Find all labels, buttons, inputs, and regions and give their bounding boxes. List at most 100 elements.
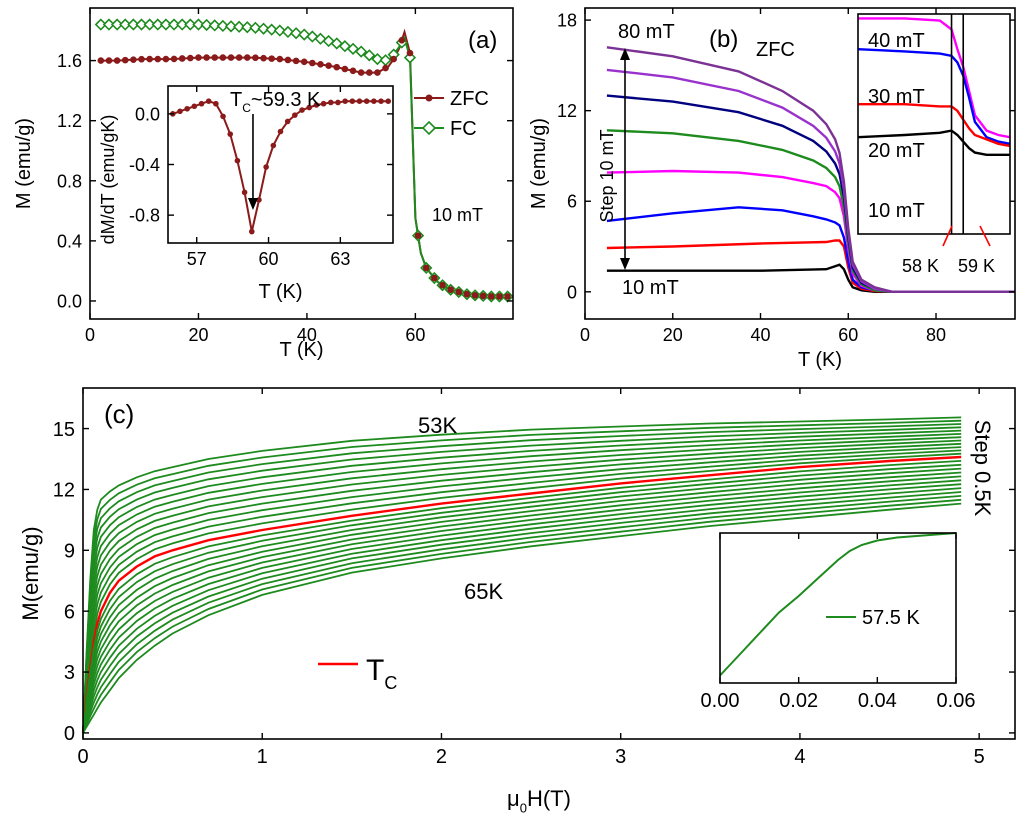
- fc-marker: [135, 18, 148, 31]
- zfc-marker: [398, 37, 406, 44]
- a-ytick-label: 0.0: [57, 291, 82, 311]
- fc-marker: [338, 40, 352, 53]
- zfc-marker: [447, 286, 454, 294]
- isotherm-57.5K: [82, 446, 962, 733]
- fc-marker: [184, 18, 197, 31]
- isotherm-58.5K: [82, 452, 962, 733]
- inset-a-marker: [248, 228, 255, 235]
- isotherm-61K: [82, 471, 962, 734]
- x-axis-label-c-main: μ: [507, 786, 520, 811]
- isotherm-64.5K: [82, 498, 962, 734]
- inset-a-marker: [342, 98, 348, 104]
- legend-label-zfc: ZFC: [450, 88, 489, 110]
- zfc-marker: [235, 54, 243, 61]
- zfc-marker: [219, 54, 227, 61]
- inset-a-marker: [335, 99, 341, 106]
- isotherm-65K: [82, 502, 962, 734]
- x-axis-label-a: T (K): [279, 339, 323, 361]
- vline-label-58k: 58 K: [902, 256, 939, 276]
- inset-b-frame: [857, 13, 1011, 235]
- zfc-marker: [431, 274, 438, 282]
- c-xtick-label: 5: [974, 746, 985, 768]
- zfc-marker: [195, 54, 202, 61]
- zfc-marker: [382, 64, 389, 72]
- inset-a-xtick-label: 60: [259, 249, 279, 269]
- isotherm-54.5K: [82, 426, 962, 733]
- legend-label-tc-main: T: [366, 654, 384, 687]
- zfc-marker: [292, 57, 300, 65]
- inset-a-marker: [191, 103, 198, 110]
- b-ytick-label: 6: [567, 192, 577, 212]
- fc-marker: [94, 18, 107, 31]
- legend-label-tc-sub: C: [384, 673, 397, 693]
- x-axis-label-c-rest: H(T): [527, 786, 571, 811]
- plot-frame-a: [89, 7, 514, 320]
- zfc-marker: [406, 49, 414, 57]
- tc-curve: [81, 455, 962, 734]
- inset-a-marker: [205, 98, 212, 104]
- zfc-marker: [349, 67, 357, 75]
- zfc-marker: [455, 288, 463, 296]
- b-xtick-label: 80: [926, 325, 946, 345]
- zfc-marker: [211, 54, 219, 61]
- inset-a-marker: [363, 98, 370, 104]
- zfc-marker: [439, 281, 446, 289]
- inset-c-curve: [719, 532, 957, 677]
- inset-b-label-20-mt: 20 mT: [868, 140, 925, 162]
- b-ytick-label: 18: [557, 11, 577, 31]
- inset-a-marker: [270, 142, 277, 149]
- zfc-marker: [243, 54, 251, 61]
- c-xtick-label: 2: [436, 746, 447, 768]
- plot-frame-c: [82, 387, 1016, 740]
- fc-marker: [265, 23, 278, 36]
- plot-frame-b: [584, 7, 1016, 320]
- inset-a-marker: [371, 98, 377, 104]
- isotherm-64K: [82, 495, 962, 734]
- inset-c-xtick-label: 0.00: [701, 690, 740, 712]
- zfc-marker: [178, 55, 186, 62]
- fc-marker: [102, 18, 116, 31]
- isotherm-62.5K: [82, 483, 962, 734]
- tc-annotation-rest: ~59.3 K: [251, 89, 321, 111]
- zfc-marker: [496, 293, 503, 300]
- inset-a-marker: [385, 98, 392, 104]
- c-ytick-label: 12: [53, 480, 75, 502]
- fc-marker: [159, 18, 173, 31]
- isotherm-58K: [82, 449, 962, 733]
- inset-a-ytick-label: -0.8: [129, 206, 160, 226]
- isotherm-54K: [82, 423, 962, 733]
- step-label-b: Step 10 mT: [597, 129, 617, 222]
- inset-a-marker: [234, 157, 241, 164]
- zfc-marker: [365, 69, 373, 76]
- b-xtick-label: 40: [750, 325, 770, 345]
- tc-annotation-sub: C: [242, 101, 251, 115]
- inset-a-marker: [277, 128, 284, 135]
- panel-label-c: (c): [104, 399, 134, 429]
- zfc-marker: [130, 56, 137, 63]
- zfc-marker: [252, 54, 259, 62]
- a-ytick-label: 1.6: [57, 51, 82, 71]
- x-axis-label-b: T (K): [798, 349, 842, 371]
- c-xtick-label: 0: [77, 746, 88, 768]
- c-ytick-label: 15: [53, 419, 75, 441]
- a-xtick-label: 0: [85, 325, 95, 345]
- inset-a-x-label: T (K): [258, 281, 302, 303]
- panel-label-a: (a): [468, 27, 497, 54]
- inset-a-ytick-label: 0.0: [135, 104, 160, 124]
- x-axis-label-c: μ0H(T): [507, 786, 571, 816]
- zfc-marker: [504, 293, 511, 300]
- fc-marker: [224, 20, 238, 33]
- fc-marker: [176, 18, 189, 31]
- zfc-marker: [162, 55, 170, 63]
- inset-a-xtick-label: 63: [330, 249, 350, 269]
- isotherm-63.5K: [82, 491, 962, 734]
- fc-marker: [192, 18, 205, 31]
- a-ytick-label: 1.2: [57, 111, 82, 131]
- inset-b-pointer-59: [979, 225, 991, 247]
- fc-marker: [379, 54, 392, 67]
- fc-marker: [371, 52, 384, 66]
- legend-label-tc: TC: [366, 654, 397, 693]
- a-xtick-label: 60: [405, 325, 425, 345]
- inset-a-marker: [313, 102, 320, 108]
